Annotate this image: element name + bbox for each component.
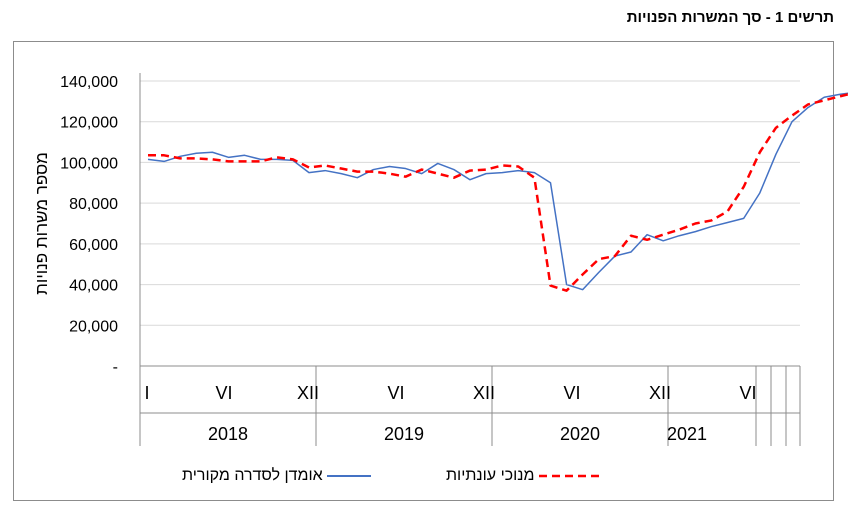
chart-frame [13,41,834,501]
y-tick-label: 120,000 [60,115,118,132]
y-tick-label: 60,000 [69,237,118,254]
month-tick-label: XII [473,383,495,403]
month-tick-label: VI [563,383,580,403]
year-label: 2018 [208,424,248,444]
month-tick-label: XII [297,383,319,403]
y-tick-label: 20,000 [69,318,118,335]
legend-label-original: אומדן לסדרה מקורית [182,467,323,484]
legend-swatch-seasonal [538,474,599,478]
y-tick-label: 100,000 [60,155,118,172]
month-tick-label: XII [649,383,671,403]
y-axis-title: מספר משרות פנויות [32,152,51,295]
year-label: 2021 [667,424,707,444]
month-tick-label: VI [215,383,232,403]
y-tick-label: 40,000 [69,278,118,295]
legend-label-seasonal: מנוכי עונתיות [446,467,535,484]
legend-swatch-original [327,474,372,477]
month-tick-label: VI [739,383,756,403]
legend-item-original: אומדן לסדרה מקורית [182,467,372,485]
year-label: 2019 [384,424,424,444]
legend-item-seasonal: מנוכי עונתיות [446,467,599,485]
year-label: 2020 [560,424,600,444]
month-tick-label: VI [387,383,404,403]
y-tick-label: 140,000 [60,74,118,91]
chart-title: תרשים 1 - סך המשרות הפנויות [626,9,834,26]
month-tick-label: I [144,383,149,403]
y-tick-label: 80,000 [69,196,118,213]
series-line-seasonal [148,93,848,292]
y-tick-label: - [113,359,118,376]
